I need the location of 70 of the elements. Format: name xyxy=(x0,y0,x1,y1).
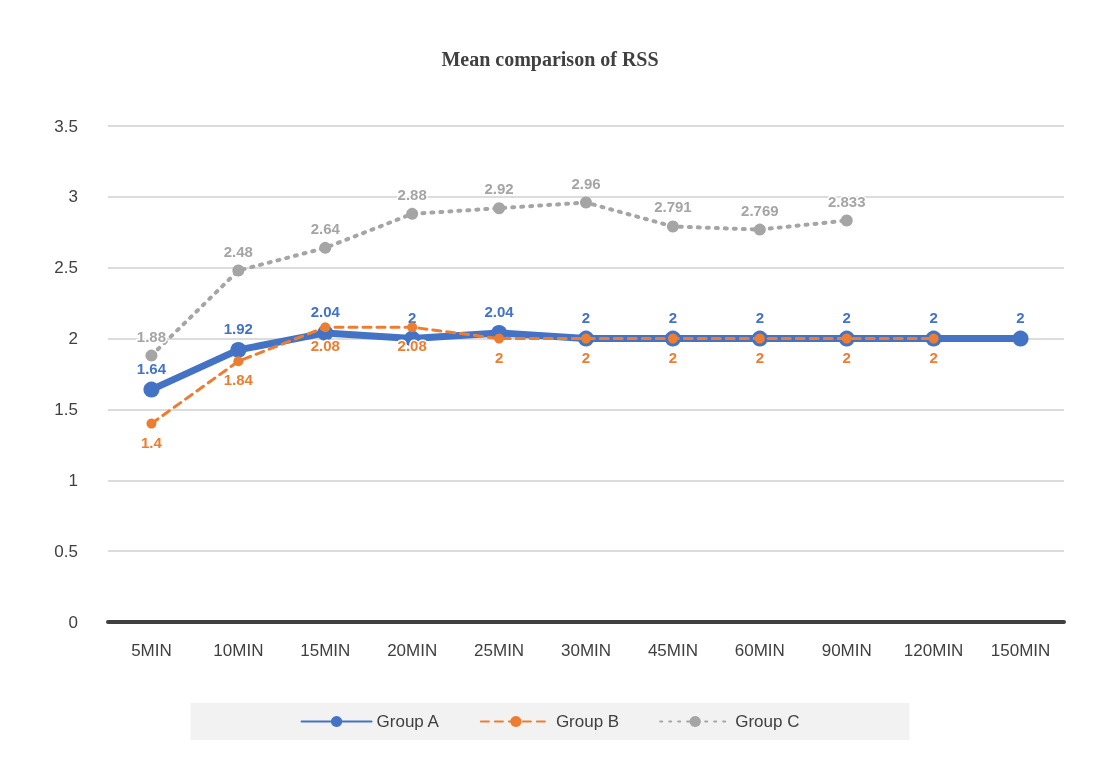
data-label: 2.833 xyxy=(827,192,866,210)
x-tick-label: 60MIN xyxy=(734,641,785,660)
point xyxy=(1012,330,1029,347)
x-tick-label: 150MIN xyxy=(990,641,1051,660)
point xyxy=(143,381,160,398)
data-label: 2 xyxy=(408,308,417,326)
data-label: 2.48 xyxy=(223,242,253,260)
y-tick-label: 0.5 xyxy=(54,541,78,561)
x-tick-label: 15MIN xyxy=(300,641,351,660)
data-label: 2 xyxy=(494,348,504,366)
legend-label: Group C xyxy=(735,712,800,731)
data-label: 2 xyxy=(581,348,591,366)
data-label: 2 xyxy=(842,348,851,366)
x-tick-label: 90MIN xyxy=(821,641,872,660)
x-tick-label: 25MIN xyxy=(474,641,525,660)
data-label: 2 xyxy=(842,308,851,326)
point xyxy=(406,207,419,220)
data-label: 2.769 xyxy=(741,201,779,219)
data-label: 2.791 xyxy=(654,198,692,216)
data-label: 2 xyxy=(929,348,938,366)
point xyxy=(493,202,506,215)
y-tick-label: 2.5 xyxy=(54,258,78,278)
data-label: 2 xyxy=(668,348,678,366)
x-tick-label: 30MIN xyxy=(560,641,612,660)
x-tick-label: 45MIN xyxy=(647,641,698,660)
data-label: 2.64 xyxy=(310,219,341,237)
data-label: 1.92 xyxy=(223,319,253,337)
data-label: 2.08 xyxy=(397,337,427,355)
data-label: 2 xyxy=(668,308,678,326)
point xyxy=(232,264,245,277)
data-label: 2 xyxy=(1016,308,1025,326)
data-label: 1.84 xyxy=(223,371,254,389)
x-tick-label: 10MIN xyxy=(213,641,264,660)
point xyxy=(407,322,418,333)
data-label: 2 xyxy=(755,348,764,366)
point xyxy=(840,214,853,227)
x-tick-label: 5MIN xyxy=(131,641,172,660)
point xyxy=(233,356,244,367)
point xyxy=(230,341,247,358)
point xyxy=(145,349,158,362)
x-tick-label: 120MIN xyxy=(903,641,964,660)
data-label: 2 xyxy=(755,308,764,326)
chart-title: Mean comparison of RSS xyxy=(441,48,659,71)
data-label: 2.96 xyxy=(571,174,601,192)
point xyxy=(666,220,679,233)
data-label: 1.88 xyxy=(136,327,167,345)
point xyxy=(753,223,766,236)
point xyxy=(580,196,592,209)
data-label: 1.4 xyxy=(141,433,163,451)
legend-label: Group A xyxy=(376,712,440,731)
point xyxy=(319,241,332,254)
y-tick-label: 3 xyxy=(68,187,78,207)
legend-label: Group B xyxy=(555,712,620,731)
y-tick-label: 1.5 xyxy=(54,399,78,419)
x-tick-label: 20MIN xyxy=(387,641,438,660)
y-tick-label: 2 xyxy=(68,329,78,349)
data-label: 1.64 xyxy=(136,359,167,377)
point xyxy=(494,333,505,344)
data-label: 2.88 xyxy=(397,185,427,203)
data-label: 2 xyxy=(581,308,591,326)
point xyxy=(320,322,331,333)
data-label: 2.04 xyxy=(310,302,341,320)
y-tick-label: 1 xyxy=(68,470,78,490)
data-label: 2.92 xyxy=(484,180,514,198)
y-tick-label: 3.5 xyxy=(54,116,78,136)
data-label: 2.08 xyxy=(310,337,340,355)
data-label: 2.04 xyxy=(484,302,515,320)
y-tick-label: 0 xyxy=(68,612,78,632)
data-label: 2 xyxy=(929,308,938,326)
point xyxy=(146,418,157,429)
